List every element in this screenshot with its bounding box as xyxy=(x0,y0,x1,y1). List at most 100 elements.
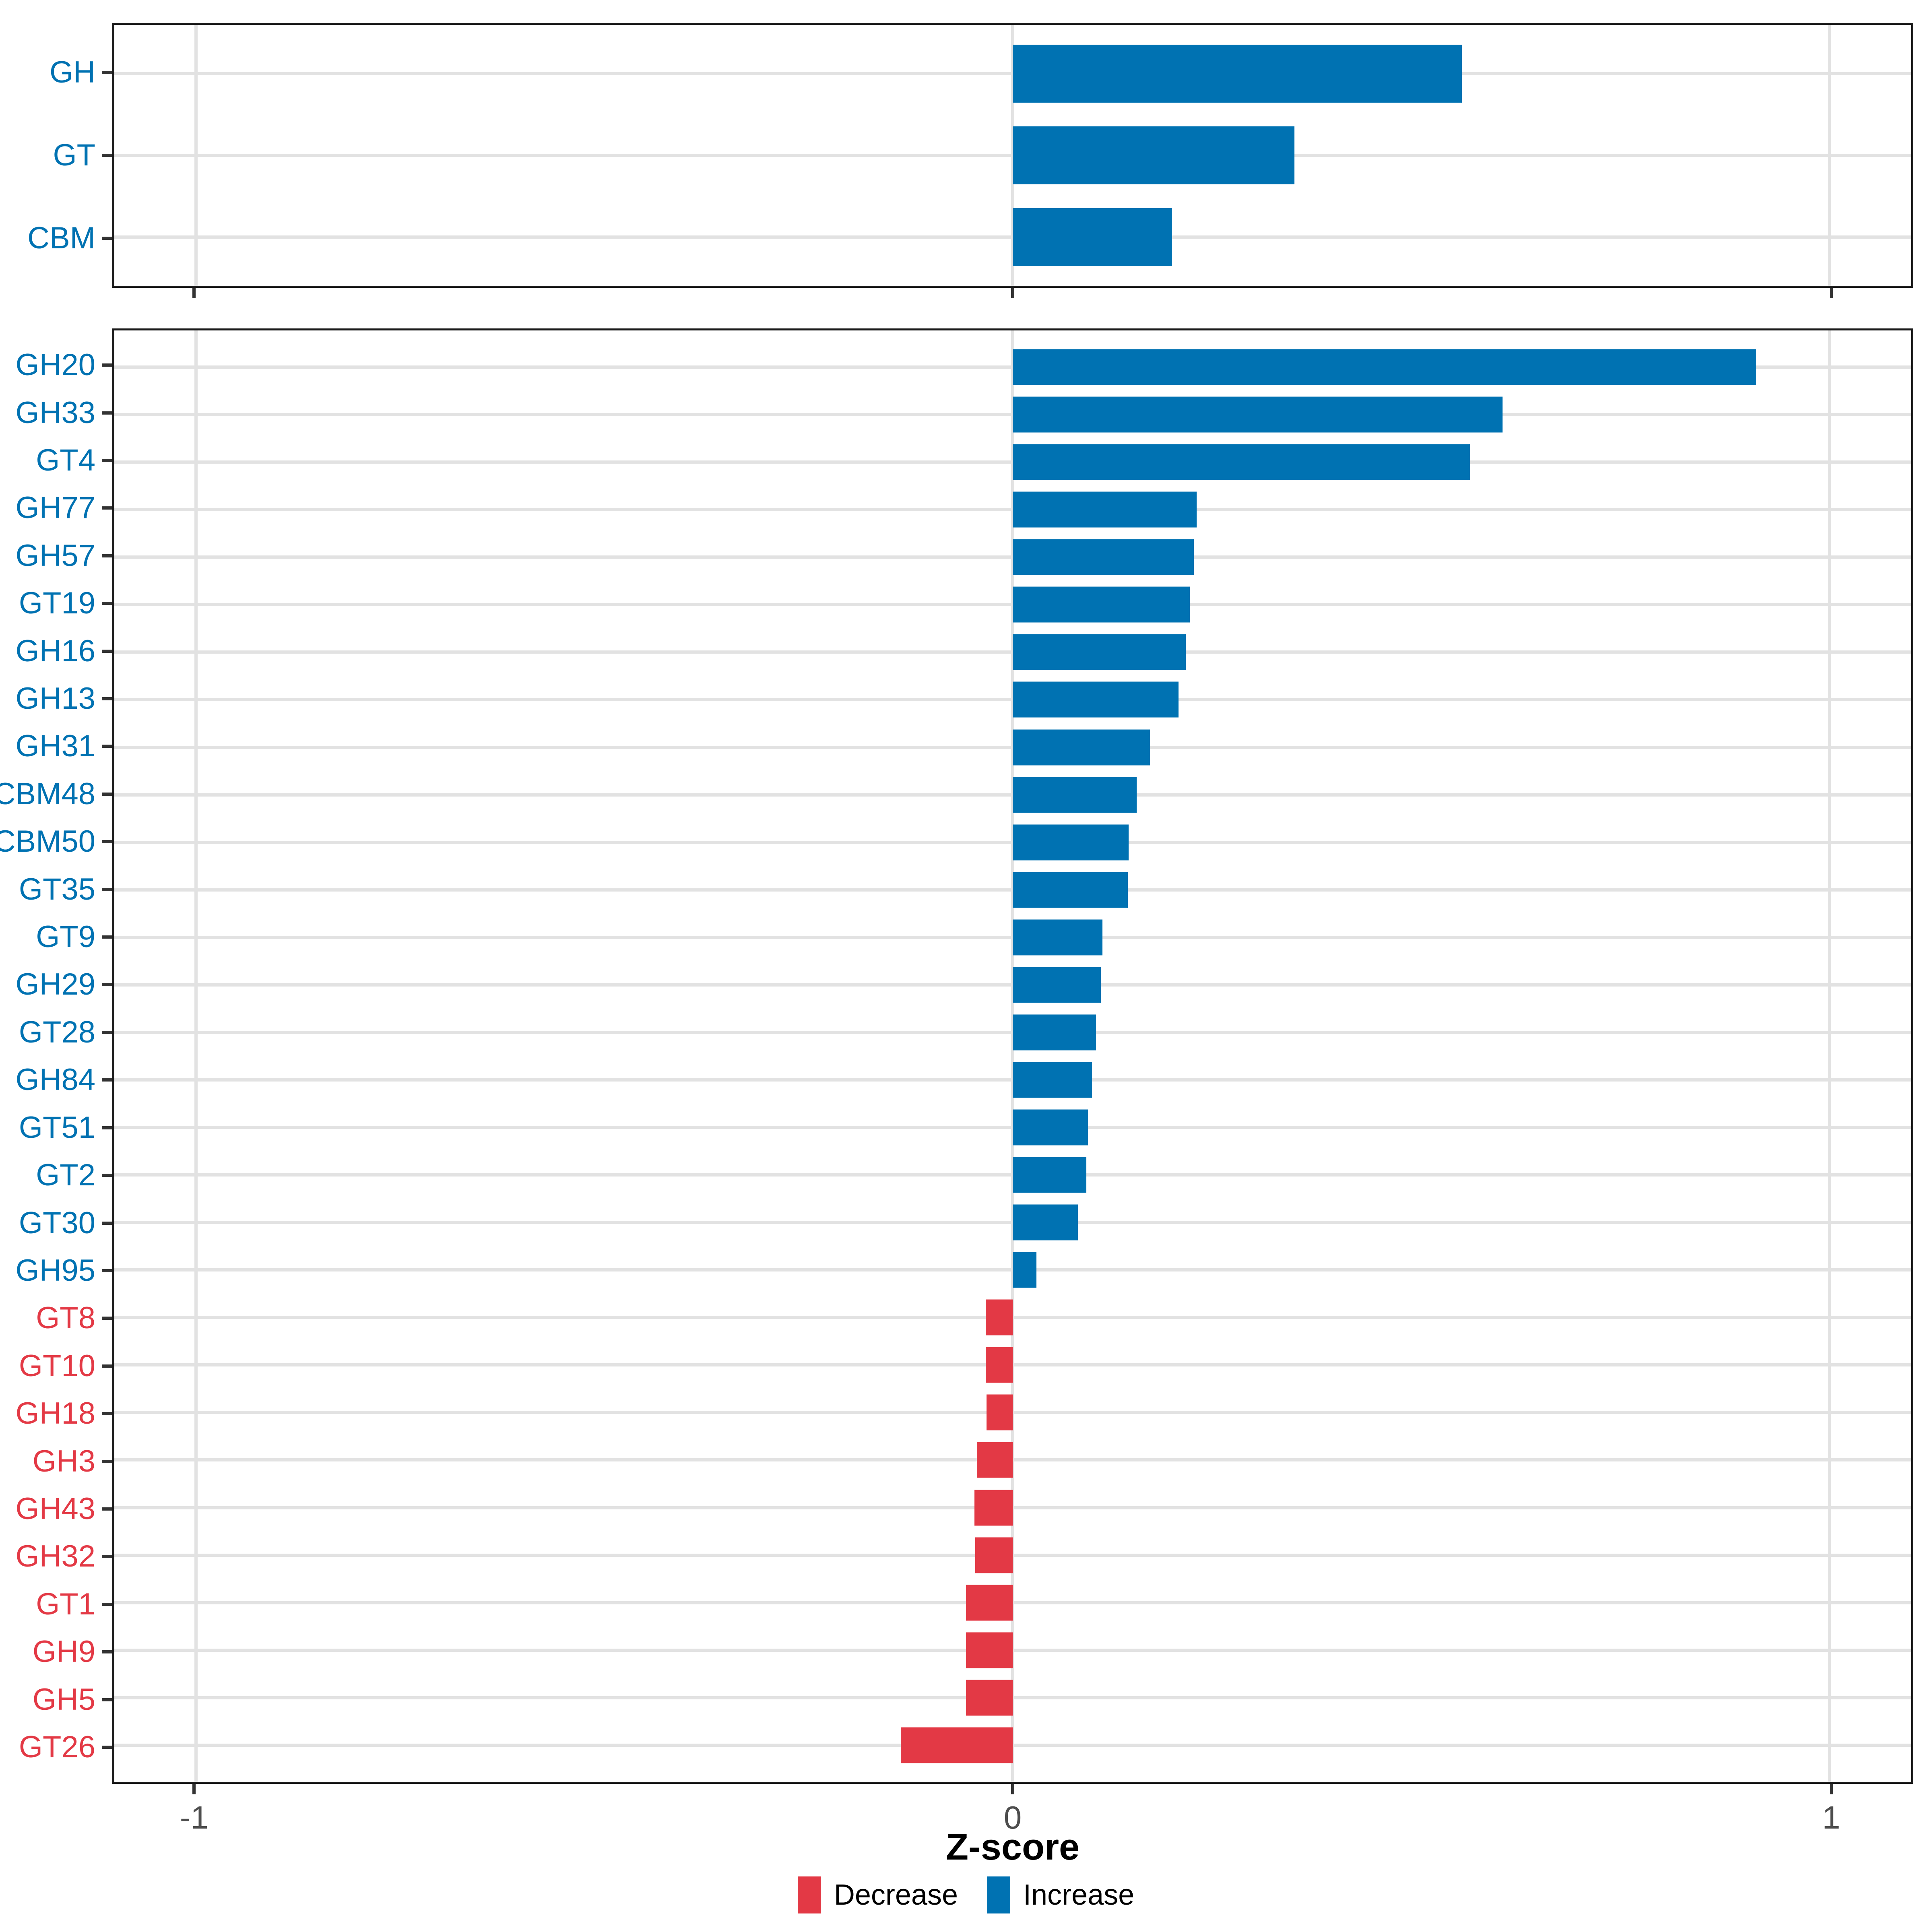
y-label-GH43: GH43 xyxy=(15,1491,95,1526)
bar-GT4 xyxy=(1013,444,1470,480)
bar-GT51 xyxy=(1013,1109,1088,1146)
y-label-GT: GT xyxy=(53,138,95,172)
bar-CBM50 xyxy=(1013,824,1129,861)
chart-row-GT xyxy=(114,115,1911,196)
bar-GH5 xyxy=(966,1680,1013,1716)
horizontal-gridline xyxy=(114,1458,1911,1462)
bar-GH95 xyxy=(1013,1252,1036,1288)
y-tick-mark xyxy=(102,1269,112,1272)
y-label-GT28: GT28 xyxy=(19,1015,95,1049)
y-tick-mark xyxy=(102,1412,112,1416)
y-label-CBM: CBM xyxy=(27,221,95,255)
bar-GT26 xyxy=(901,1727,1013,1763)
chart-row-GH3 xyxy=(114,1436,1911,1484)
increase-swatch-icon xyxy=(987,1876,1010,1913)
y-label-row-GT4: GT4 xyxy=(0,437,112,484)
y-label-GT1: GT1 xyxy=(36,1587,95,1621)
bar-GH xyxy=(1013,45,1462,103)
y-label-GH18: GH18 xyxy=(15,1396,95,1431)
x-tick-mark--1 xyxy=(192,288,196,298)
y-tick-mark xyxy=(102,1078,112,1082)
horizontal-gridline xyxy=(114,1648,1911,1652)
chart-row-GT4 xyxy=(114,438,1911,486)
y-tick-mark xyxy=(102,411,112,415)
y-label-row-GH20: GH20 xyxy=(0,341,112,389)
x-tick-label-1: 1 xyxy=(1822,1800,1840,1835)
bar-GH77 xyxy=(1013,491,1197,528)
y-tick-mark xyxy=(102,1030,112,1034)
y-label-GH84: GH84 xyxy=(15,1063,95,1097)
y-label-row-GH57: GH57 xyxy=(0,532,112,580)
y-label-GH9: GH9 xyxy=(32,1635,95,1669)
y-label-row-GH9: GH9 xyxy=(0,1628,112,1676)
y-label-row-CBM48: CBM48 xyxy=(0,770,112,818)
y-label-GT10: GT10 xyxy=(19,1348,95,1383)
y-tick-mark xyxy=(102,154,112,157)
chart-row-GH9 xyxy=(114,1627,1911,1674)
y-label-GH32: GH32 xyxy=(15,1539,95,1574)
y-label-CBM50: CBM50 xyxy=(0,824,95,859)
chart-row-GH43 xyxy=(114,1484,1911,1532)
y-label-row-GH29: GH29 xyxy=(0,961,112,1008)
chart-row-GT30 xyxy=(114,1199,1911,1246)
chart-row-GT1 xyxy=(114,1579,1911,1627)
x-tick-mark-1 xyxy=(1829,1784,1833,1794)
y-label-GH5: GH5 xyxy=(32,1682,95,1717)
y-label-row-GT: GT xyxy=(0,114,112,197)
y-tick-mark xyxy=(102,1698,112,1701)
y-label-GT51: GT51 xyxy=(19,1110,95,1145)
y-tick-mark xyxy=(102,506,112,510)
x-tick-label-0: 0 xyxy=(1003,1800,1022,1835)
chart-row-GH13 xyxy=(114,676,1911,723)
panel-cazyme-classes xyxy=(112,23,1913,288)
bar-GH16 xyxy=(1013,634,1186,670)
decrease-swatch-icon xyxy=(797,1876,821,1913)
y-label-row-GH32: GH32 xyxy=(0,1533,112,1580)
y-tick-mark xyxy=(102,1221,112,1225)
y-label-row-GH16: GH16 xyxy=(0,627,112,675)
y-label-row-GH43: GH43 xyxy=(0,1485,112,1533)
y-label-row-GT35: GT35 xyxy=(0,865,112,913)
y-label-GH3: GH3 xyxy=(32,1444,95,1478)
y-label-row-CBM50: CBM50 xyxy=(0,818,112,865)
y-label-GT8: GT8 xyxy=(36,1301,95,1335)
y-label-row-GT30: GT30 xyxy=(0,1199,112,1247)
y-tick-mark xyxy=(102,554,112,557)
y-tick-mark xyxy=(102,237,112,240)
chart-row-GH33 xyxy=(114,391,1911,438)
bar-GT8 xyxy=(986,1299,1013,1335)
y-axis-labels-families: GH20 GH33 GT4 GH77 GH57 GT19 GH16 GH13 GH31 CBM48… xyxy=(0,328,112,1784)
x-tick-mark--1 xyxy=(192,1784,196,1794)
y-tick-mark xyxy=(102,1364,112,1368)
bar-GH29 xyxy=(1013,967,1101,1003)
bar-GT xyxy=(1013,126,1295,184)
y-label-GT30: GT30 xyxy=(19,1205,95,1240)
y-label-GH77: GH77 xyxy=(15,491,95,525)
horizontal-gridline xyxy=(114,1696,1911,1699)
chart-row-GH18 xyxy=(114,1389,1911,1436)
y-tick-mark xyxy=(102,649,112,653)
y-tick-mark xyxy=(102,602,112,605)
y-label-GT26: GT26 xyxy=(19,1730,95,1764)
bar-GT30 xyxy=(1013,1204,1078,1241)
bar-GT10 xyxy=(986,1347,1013,1383)
y-label-row-GT1: GT1 xyxy=(0,1581,112,1628)
chart-row-GT51 xyxy=(114,1104,1911,1151)
x-axis-title: Z-score xyxy=(945,1827,1080,1868)
y-tick-mark xyxy=(102,935,112,939)
y-label-row-GH5: GH5 xyxy=(0,1676,112,1723)
y-label-row-GT19: GT19 xyxy=(0,580,112,627)
horizontal-gridline xyxy=(114,1411,1911,1414)
bar-GH32 xyxy=(975,1537,1013,1573)
y-label-GH20: GH20 xyxy=(15,348,95,382)
chart-row-GT26 xyxy=(114,1721,1911,1769)
y-label-row-GH: GH xyxy=(0,31,112,114)
y-tick-mark xyxy=(102,1602,112,1606)
bar-GT2 xyxy=(1013,1157,1086,1193)
chart-row-GT10 xyxy=(114,1341,1911,1389)
vertical-gridline--1 xyxy=(194,330,198,1782)
bar-GH18 xyxy=(987,1394,1013,1430)
y-label-row-GH31: GH31 xyxy=(0,722,112,770)
y-label-row-GH95: GH95 xyxy=(0,1247,112,1294)
chart-row-CBM50 xyxy=(114,819,1911,866)
